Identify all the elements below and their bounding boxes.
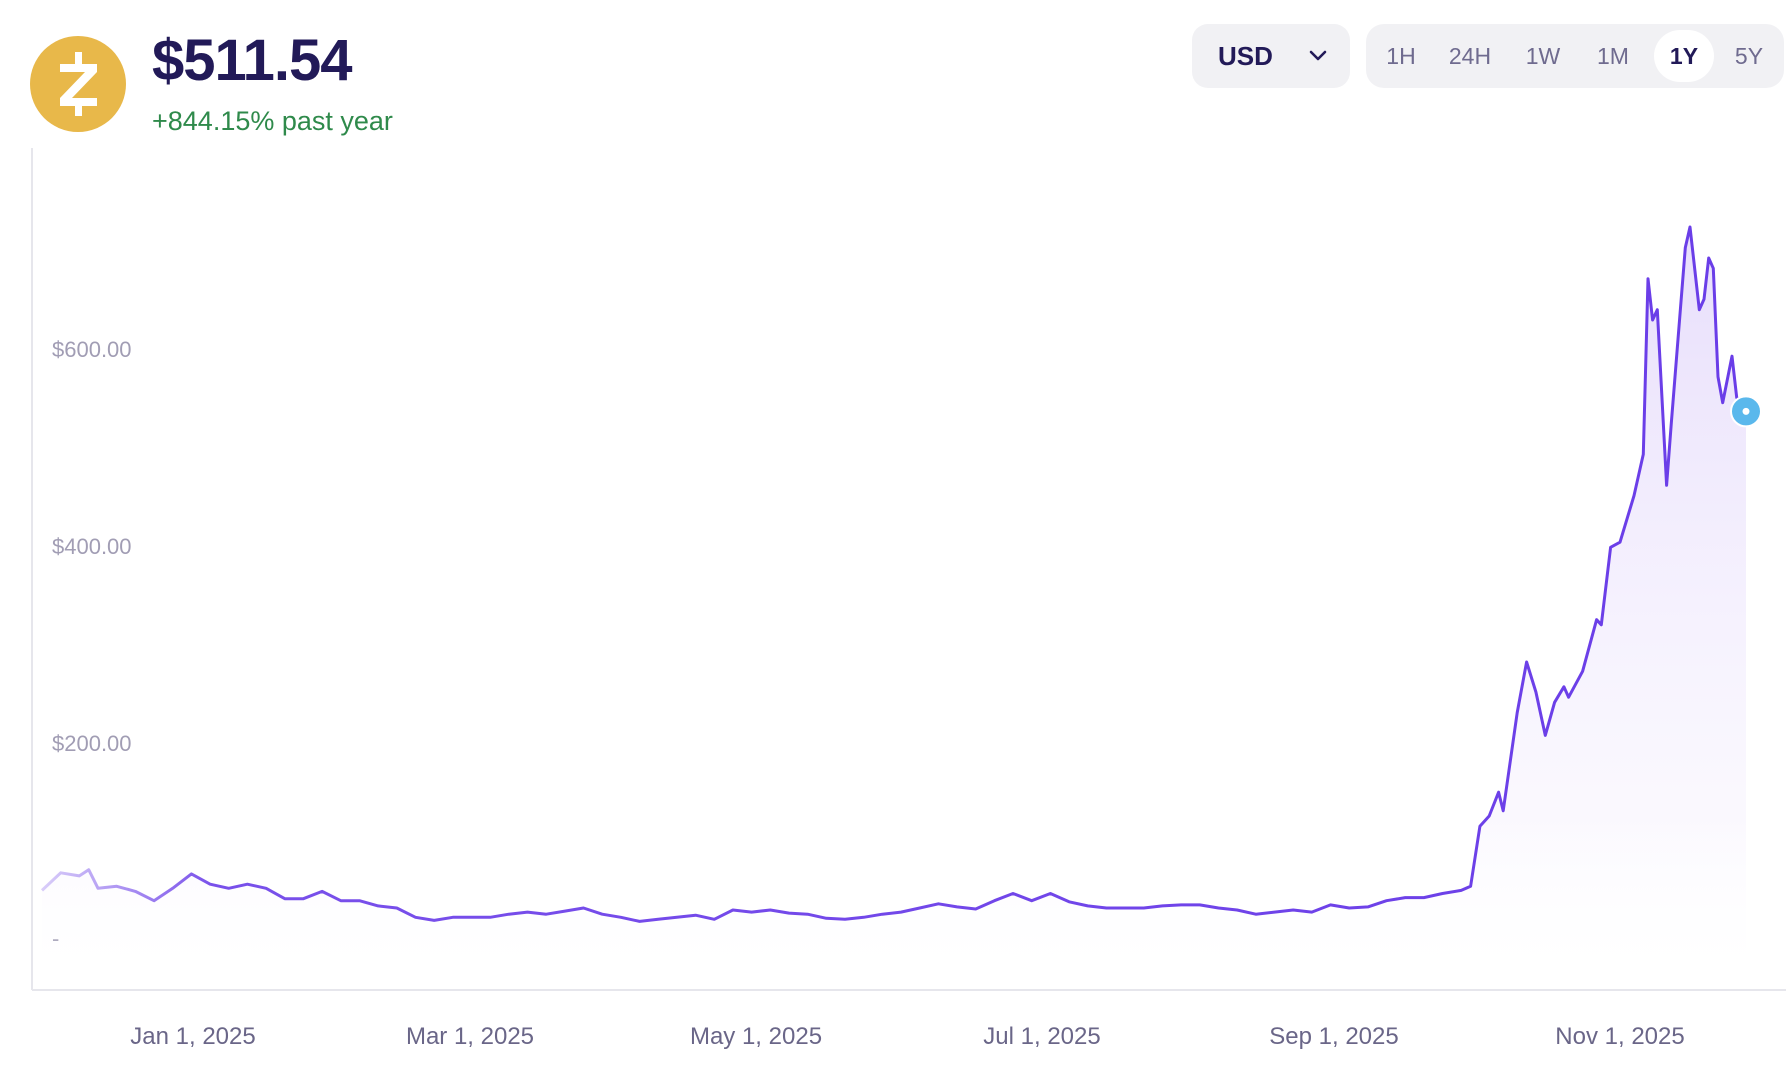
current-price-marker-dot	[1742, 407, 1750, 415]
price-area-fill	[42, 227, 1746, 990]
zcash-z-icon	[60, 52, 97, 116]
range-24h-button[interactable]: 24H	[1448, 43, 1492, 69]
range-1m-button[interactable]: 1M	[1597, 43, 1629, 69]
price-change: +844.15% past year	[152, 106, 393, 136]
x-tick-label: Jan 1, 2025	[130, 1023, 255, 1050]
x-tick-label: Sep 1, 2025	[1269, 1023, 1398, 1050]
range-5y-button[interactable]: 5Y	[1734, 43, 1764, 69]
currency-label: USD	[1218, 41, 1273, 71]
x-tick-label: Mar 1, 2025	[406, 1023, 534, 1050]
time-range-selector: 1H 24H 1W 1M 1Y 5Y	[1366, 24, 1784, 88]
range-1h-button[interactable]: 1H	[1386, 43, 1416, 69]
y-tick-label: $400.00	[52, 534, 132, 559]
x-tick-label: Nov 1, 2025	[1555, 1023, 1684, 1050]
x-tick-label: May 1, 2025	[690, 1023, 822, 1050]
y-tick-label: $600.00	[52, 337, 132, 362]
currency-dropdown[interactable]: USD	[1192, 24, 1350, 88]
zcash-logo	[30, 36, 126, 132]
x-axis-ticks: Jan 1, 2025 Mar 1, 2025 May 1, 2025 Jul …	[130, 1023, 1684, 1050]
x-tick-label: Jul 1, 2025	[983, 1023, 1100, 1050]
range-1y-button[interactable]: 1Y	[1654, 30, 1714, 82]
y-axis-ticks: $600.00 $400.00 $200.00 -	[52, 337, 132, 951]
price-series-line	[40, 225, 1748, 923]
y-tick-label: $200.00	[52, 731, 132, 756]
current-price: $511.54	[152, 28, 352, 93]
range-1w-button[interactable]: 1W	[1525, 43, 1561, 69]
chevron-down-icon	[1309, 50, 1327, 61]
